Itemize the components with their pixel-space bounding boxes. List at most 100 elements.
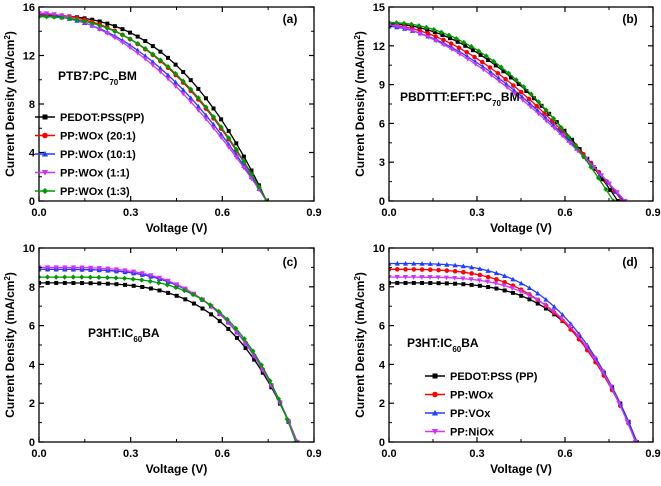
x-tick-label: 0.3 xyxy=(469,448,484,460)
data-point xyxy=(543,118,550,124)
data-point xyxy=(97,27,103,32)
data-point xyxy=(157,65,164,71)
series-line xyxy=(389,282,638,442)
data-point xyxy=(195,103,201,109)
series-2 xyxy=(389,22,625,201)
y-axis-label: Current Density (mA/cm2) xyxy=(3,272,18,418)
y-tick-label: 3 xyxy=(379,157,385,169)
data-point xyxy=(131,283,136,288)
series-line xyxy=(389,23,619,201)
data-point xyxy=(203,116,209,122)
data-point xyxy=(142,53,148,58)
data-point xyxy=(180,87,186,92)
series-5 xyxy=(39,14,270,201)
legend-item: PP:WOx xyxy=(425,390,494,402)
data-point xyxy=(139,277,145,283)
y-tick-label: 16 xyxy=(23,2,35,14)
legend-item: PP:WOx (20:1) xyxy=(35,131,136,143)
data-point xyxy=(156,280,162,286)
series-5 xyxy=(389,19,616,201)
data-point xyxy=(438,29,444,35)
data-point xyxy=(402,275,409,280)
data-point xyxy=(241,158,247,164)
data-point xyxy=(395,280,400,285)
data-point xyxy=(542,302,548,308)
x-tick-label: 0.0 xyxy=(31,207,46,219)
data-point xyxy=(135,34,140,39)
data-point xyxy=(150,59,156,64)
data-point xyxy=(526,285,533,291)
series-line xyxy=(39,268,298,442)
data-point xyxy=(89,23,95,29)
panel-b: 0.0 0.3 0.6 0.9 0 3 6 9 12 15 Voltage (V) Current D… xyxy=(353,2,661,235)
material-label: PBDTTT:EFT:PC70BM xyxy=(400,90,520,108)
data-point xyxy=(425,31,431,36)
data-point xyxy=(104,25,110,31)
series-line xyxy=(389,276,637,442)
data-point xyxy=(165,278,171,284)
x-tick-label: 0.3 xyxy=(123,448,138,460)
data-point xyxy=(53,265,59,271)
data-point xyxy=(477,272,483,278)
data-point xyxy=(433,34,438,39)
data-point xyxy=(39,280,41,285)
data-point xyxy=(436,281,441,286)
data-point xyxy=(195,95,201,101)
legend-item: PEDOT:PSS (PP) xyxy=(425,371,538,383)
data-point xyxy=(461,282,466,287)
data-point xyxy=(501,69,506,74)
data-point xyxy=(105,266,111,272)
legend-item: PP:WOx (10:1) xyxy=(35,149,136,161)
data-point xyxy=(143,39,148,44)
data-point xyxy=(614,190,620,195)
data-point xyxy=(510,276,516,282)
legend-marker xyxy=(431,429,439,435)
data-point xyxy=(174,293,179,298)
data-point xyxy=(150,44,155,49)
y-tick-label: 12 xyxy=(373,41,385,53)
data-point xyxy=(165,55,170,60)
data-point xyxy=(501,283,507,289)
data-point xyxy=(216,308,222,315)
legend-item: PP:NiOx xyxy=(425,427,495,439)
data-point xyxy=(469,264,475,270)
data-point xyxy=(394,267,400,272)
data-point xyxy=(113,275,119,281)
x-axis-label: Voltage (V) xyxy=(146,462,208,476)
legend-item: PP:WOx (1:1) xyxy=(35,168,130,180)
legend: PEDOT:PSS(PP) PP:WOx (20:1) PP:WOx (10:1) P… xyxy=(35,112,145,198)
data-point xyxy=(249,168,254,173)
data-point xyxy=(435,261,442,267)
data-point xyxy=(190,291,196,298)
data-point xyxy=(172,84,179,89)
data-point xyxy=(477,266,483,271)
data-point xyxy=(440,32,445,37)
series-line xyxy=(39,268,298,442)
data-point xyxy=(575,333,581,339)
y-tick-label: 0 xyxy=(379,196,385,208)
data-point xyxy=(142,46,148,52)
data-point xyxy=(165,76,171,82)
data-point xyxy=(191,301,196,306)
data-point xyxy=(469,271,474,276)
data-point xyxy=(45,280,50,285)
data-point xyxy=(267,378,273,384)
data-point xyxy=(518,280,524,286)
series-5 xyxy=(39,274,299,442)
data-point xyxy=(411,260,417,266)
legend: PEDOT:PSS (PP) PP:WOx PP:VOx PP:NiOx xyxy=(425,371,538,439)
legend-label: PP:VOx xyxy=(450,408,491,420)
data-point xyxy=(534,103,539,109)
data-point xyxy=(284,416,290,422)
data-point xyxy=(452,262,458,268)
data-point xyxy=(516,82,521,87)
data-point xyxy=(183,297,188,302)
data-point xyxy=(485,268,491,273)
data-point xyxy=(166,290,171,295)
y-tick-label: 4 xyxy=(29,148,36,160)
data-point xyxy=(43,14,50,20)
data-point xyxy=(252,357,257,362)
data-point xyxy=(196,86,201,91)
data-point xyxy=(559,133,565,139)
data-point xyxy=(485,274,491,280)
